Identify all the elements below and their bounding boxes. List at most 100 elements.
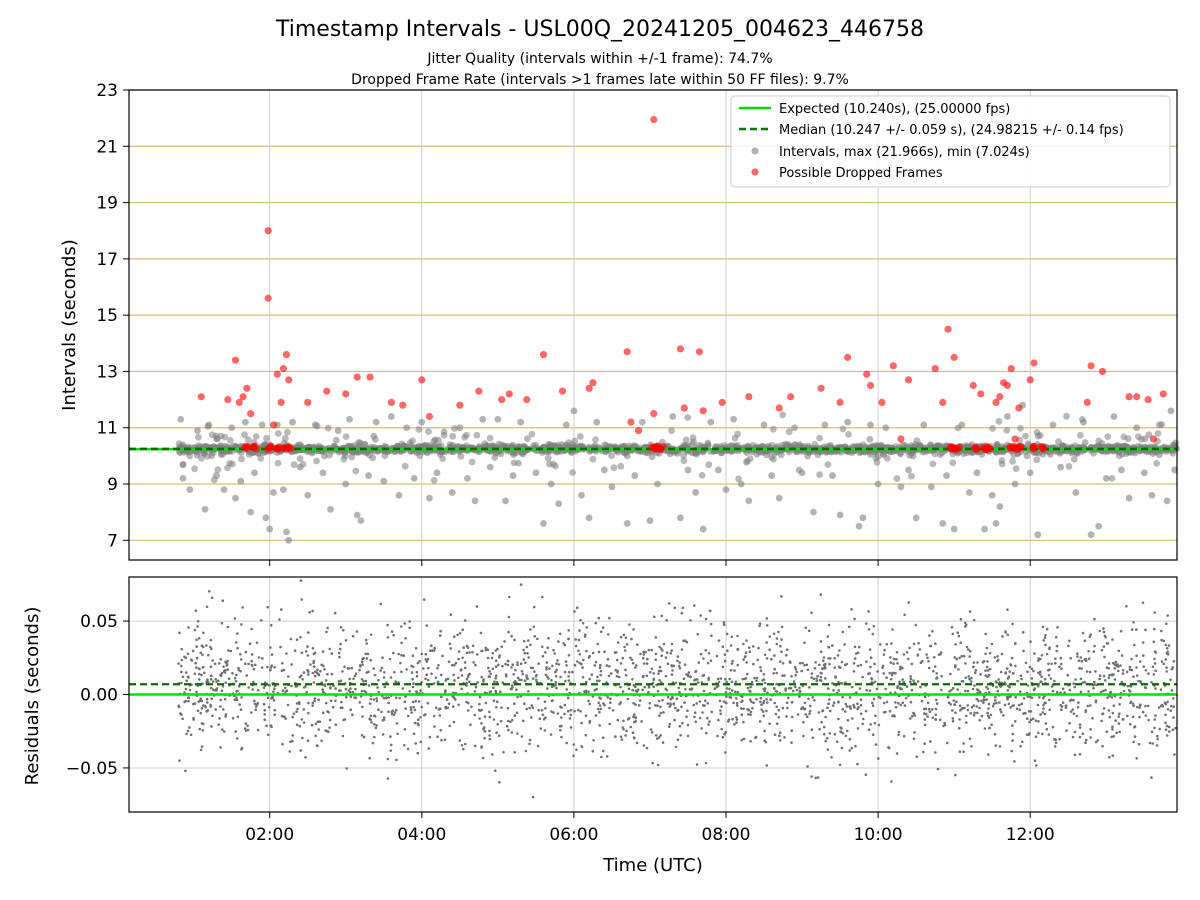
residual-point — [1098, 677, 1101, 681]
residual-point — [810, 611, 813, 615]
residual-point — [1022, 631, 1025, 634]
residual-point — [409, 706, 413, 709]
residual-point — [716, 734, 719, 738]
residual-point — [180, 713, 183, 716]
residual-point — [395, 708, 398, 712]
residual-point — [682, 677, 686, 680]
residual-point — [744, 651, 748, 654]
residual-point — [606, 657, 610, 661]
intervals-y-tick-label: 23 — [96, 81, 118, 101]
residual-point — [348, 677, 352, 681]
residual-point — [620, 738, 624, 741]
residual-point — [956, 688, 959, 691]
residual-point — [1153, 718, 1157, 721]
residual-point — [639, 652, 642, 656]
residual-point — [1064, 706, 1068, 710]
residual-point — [373, 735, 376, 739]
residual-point — [968, 737, 972, 740]
residual-point — [972, 704, 976, 707]
residual-point — [614, 735, 617, 738]
residual-point — [626, 697, 630, 701]
residual-point — [543, 729, 547, 732]
residual-point — [966, 704, 969, 707]
residual-point — [654, 704, 657, 707]
residual-point — [889, 661, 893, 664]
interval-point — [1023, 452, 1031, 460]
residual-point — [1173, 753, 1176, 756]
residual-point — [919, 685, 922, 689]
residual-point — [387, 710, 390, 713]
residual-point — [366, 652, 370, 656]
residual-point — [432, 649, 436, 652]
residual-point — [512, 673, 515, 676]
interval-point — [418, 418, 426, 426]
residual-point — [661, 649, 664, 652]
residual-point — [301, 678, 304, 681]
residual-point — [983, 727, 987, 730]
dropped-frame-point — [523, 395, 531, 404]
residual-point — [463, 661, 467, 664]
residual-point — [441, 654, 444, 658]
residual-point — [806, 715, 809, 718]
interval-point — [381, 452, 389, 460]
residual-point — [326, 672, 329, 676]
residual-point — [774, 712, 778, 716]
residual-point — [295, 710, 298, 713]
residual-point — [1019, 745, 1022, 748]
residual-point — [324, 701, 328, 705]
residual-point — [520, 735, 524, 738]
residual-point — [816, 674, 819, 678]
residual-point — [1170, 689, 1174, 692]
residual-point — [643, 685, 647, 689]
interval-point — [245, 450, 253, 458]
residual-point — [415, 670, 419, 674]
residual-point — [923, 742, 926, 745]
residual-point — [386, 757, 390, 761]
residual-point — [1104, 635, 1107, 639]
residual-point — [1152, 640, 1156, 644]
residual-point — [1172, 705, 1175, 708]
residual-point — [239, 658, 243, 661]
residual-point — [747, 646, 751, 649]
residual-point — [280, 714, 284, 718]
residual-point — [1003, 703, 1007, 707]
residual-point — [560, 724, 563, 728]
residual-point — [1144, 628, 1147, 632]
residual-point — [532, 605, 536, 609]
residual-point — [762, 678, 766, 681]
residual-point — [594, 714, 598, 717]
residual-point — [667, 725, 671, 728]
interval-point — [544, 454, 552, 462]
residual-point — [773, 733, 777, 736]
residual-point — [859, 703, 863, 707]
interval-point — [263, 434, 270, 442]
residual-point — [609, 701, 612, 704]
residual-point — [601, 749, 605, 753]
interval-point — [680, 457, 688, 465]
residual-point — [513, 751, 516, 754]
residual-point — [321, 711, 325, 714]
residual-point — [539, 727, 543, 730]
residual-point — [364, 652, 368, 656]
interval-point — [715, 466, 722, 474]
residual-point — [507, 728, 510, 732]
residual-point — [513, 702, 516, 705]
residual-point — [291, 715, 295, 719]
residual-point — [412, 732, 416, 736]
residual-point — [311, 704, 315, 707]
residual-point — [719, 712, 722, 716]
residual-point — [947, 701, 951, 705]
residual-point — [972, 713, 976, 717]
residual-point — [239, 652, 242, 656]
residual-point — [338, 655, 341, 659]
residual-point — [439, 629, 442, 633]
residual-point — [211, 680, 215, 683]
residual-point — [708, 609, 712, 613]
residual-point — [461, 656, 464, 660]
residual-point — [1151, 665, 1155, 669]
residual-point — [205, 644, 208, 647]
residual-point — [775, 682, 778, 686]
residual-point — [1153, 627, 1156, 631]
residual-point — [1103, 679, 1107, 682]
residual-point — [256, 701, 260, 705]
